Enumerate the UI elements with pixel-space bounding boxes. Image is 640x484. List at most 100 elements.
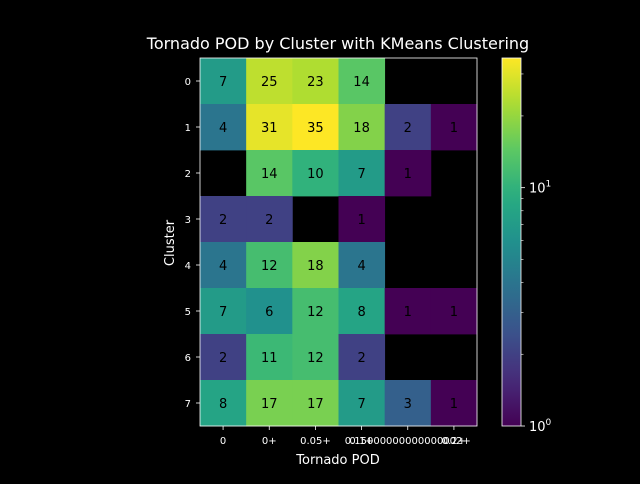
cell-value-label: 6 (265, 305, 273, 320)
cell-value-label: 2 (265, 213, 273, 228)
heatmap-cell (246, 334, 293, 381)
cell-value-label: 2 (357, 351, 365, 366)
cell-value-label: 14 (261, 167, 278, 182)
cell-value-label: 23 (307, 75, 324, 90)
colorbar-ticks: 100 101 (521, 73, 552, 435)
heatmap-cell (200, 58, 247, 105)
cell-value-label: 12 (307, 351, 324, 366)
y-tick-label: 5 (185, 307, 191, 318)
heatmap-cell (292, 380, 339, 427)
chart-title: Tornado POD by Cluster with KMeans Clust… (146, 34, 529, 53)
y-tick-label: 3 (185, 215, 191, 226)
cells-layer: 7 25 23 144 31 35 18 2 114 10 7 12 2 14 12 18 47 6 12 8 1 12 1… (200, 58, 478, 427)
heatmap-cell (430, 380, 478, 427)
cell-value-label: 1 (357, 213, 365, 228)
cell-value-label: 18 (353, 121, 370, 136)
cell-value-label: 7 (357, 397, 365, 412)
x-tick-label: 0.15000000000000002+ (345, 436, 471, 447)
y-tick-label: 6 (185, 353, 191, 364)
cell-value-label: 7 (219, 75, 227, 90)
heatmap-cell (338, 242, 386, 289)
heatmap-cell (200, 104, 247, 151)
x-tick-label: 0 (220, 436, 226, 447)
cell-value-label: 1 (450, 397, 458, 412)
colorbar (501, 57, 522, 427)
cell-value-label: 4 (357, 259, 365, 274)
cell-value-label: 1 (450, 121, 458, 136)
colorbar-tick-label: 101 (529, 180, 551, 197)
heatmap-cell (338, 196, 386, 243)
heatmap-cell (384, 104, 432, 151)
y-tick-label: 1 (185, 123, 191, 134)
heatmap-cell (246, 242, 293, 289)
heatmap-cell (384, 288, 432, 335)
heatmap-cell (246, 288, 293, 335)
cell-value-label: 31 (261, 121, 278, 136)
heatmap-cell (292, 150, 339, 197)
plot-frame (199, 57, 478, 427)
heatmap-cell (246, 196, 293, 243)
y-ticks: 0 1 2 3 4 5 6 7 (185, 77, 200, 410)
heatmap-cell (338, 104, 386, 151)
heatmap-cell (384, 150, 432, 197)
y-axis-label: Cluster (163, 219, 178, 266)
cell-value-label: 4 (219, 259, 227, 274)
cell-value-label: 7 (357, 167, 365, 182)
colorbar-tick-label: 100 (529, 418, 552, 435)
cell-value-label: 35 (307, 121, 324, 136)
cell-value-label: 18 (307, 259, 324, 274)
cell-value-label: 1 (404, 167, 412, 182)
cell-value-label: 2 (219, 351, 227, 366)
cell-value-label: 4 (219, 121, 227, 136)
x-tick-label: 0.2+ (442, 436, 466, 447)
heatmap-cell (200, 288, 247, 335)
cell-value-label: 2 (219, 213, 227, 228)
heatmap-cell (200, 196, 247, 243)
cell-value-label: 17 (307, 397, 324, 412)
cell-value-label: 11 (261, 351, 278, 366)
heatmap-cell (430, 288, 478, 335)
cell-value-label: 10 (307, 167, 324, 182)
y-tick-label: 7 (185, 399, 191, 410)
x-axis-label: Tornado POD (295, 453, 379, 468)
heatmap-cell (292, 58, 339, 105)
heatmap-cell (246, 150, 293, 197)
cell-value-label: 12 (261, 259, 278, 274)
cell-value-label: 14 (353, 75, 370, 90)
heatmap-cell (292, 334, 339, 381)
heatmap-cell (292, 288, 339, 335)
heatmap-cell (200, 242, 247, 289)
heatmap-cell (430, 104, 478, 151)
y-tick-label: 0 (185, 77, 191, 88)
heatmap-cell (292, 242, 339, 289)
heatmap-cell (338, 150, 386, 197)
y-tick-label: 2 (185, 169, 191, 180)
cell-value-label: 1 (404, 305, 412, 320)
heatmap-cell (246, 380, 293, 427)
cell-value-label: 8 (357, 305, 365, 320)
x-tick-label: 0.1+ (349, 436, 373, 447)
cell-value-label: 12 (307, 305, 324, 320)
x-tick-label: 0+ (262, 436, 277, 447)
x-tick-label: 0.05+ (300, 436, 331, 447)
heatmap-cell (338, 58, 386, 105)
heatmap-cell (246, 58, 293, 105)
cell-value-label: 17 (261, 397, 278, 412)
x-ticks: 0 0+ 0.05+ 0.1+0.15000000000000002+0.2+ (220, 426, 471, 447)
cell-value-label: 2 (404, 121, 412, 136)
heatmap-cell (338, 288, 386, 335)
cell-value-label: 3 (404, 397, 412, 412)
y-tick-label: 4 (185, 261, 191, 272)
heatmap-cell (200, 380, 247, 427)
heatmap-cell (338, 380, 386, 427)
heatmap-cell (384, 380, 432, 427)
cell-value-label: 8 (219, 397, 227, 412)
heatmap-cell (292, 104, 339, 151)
heatmap-cell (200, 334, 247, 381)
heatmap-cell (338, 334, 386, 381)
cell-value-label: 25 (261, 75, 278, 90)
cell-value-label: 1 (450, 305, 458, 320)
heatmap-cell (246, 104, 293, 151)
